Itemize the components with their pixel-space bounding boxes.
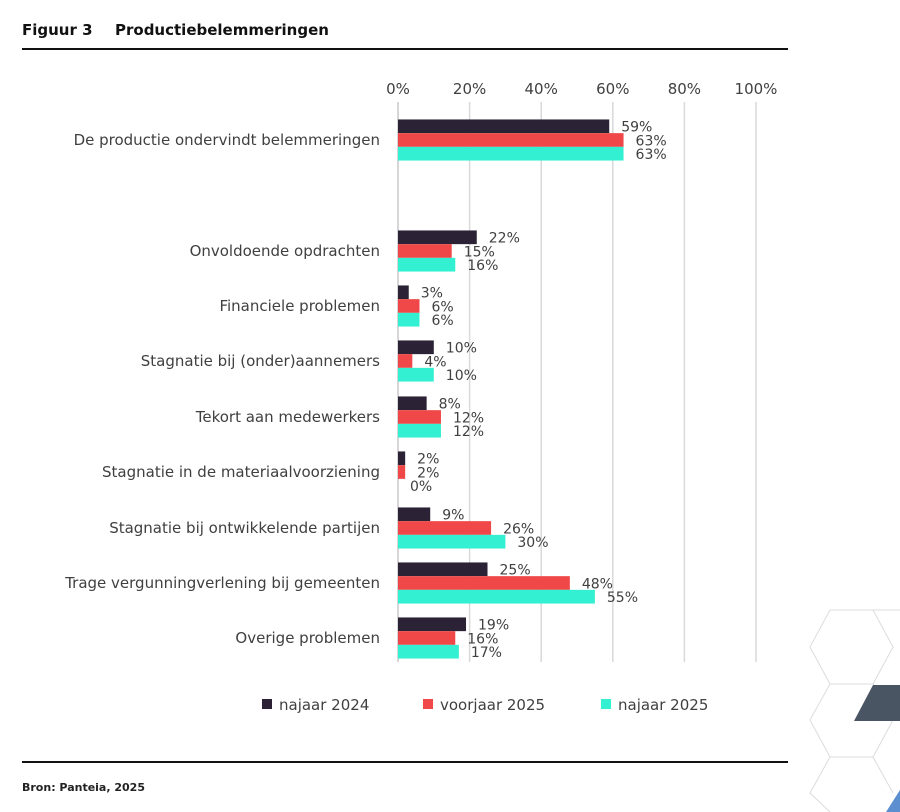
category-label: Stagnatie in de materiaalvoorziening [102, 463, 380, 481]
category-label: Stagnatie bij ontwikkelende partijen [109, 519, 380, 537]
bar [398, 534, 506, 549]
bar [398, 257, 456, 272]
data-label: 10% [446, 341, 477, 357]
bar [398, 146, 624, 161]
data-label: 16% [467, 258, 498, 274]
data-label: 55% [607, 590, 638, 606]
data-label: 17% [471, 645, 502, 661]
bar [398, 285, 409, 300]
data-label: 12% [453, 424, 484, 440]
data-label: 19% [478, 618, 509, 634]
category-label: De productie ondervindt belemmeringen [74, 131, 380, 149]
bar [398, 354, 413, 368]
bar [398, 617, 467, 632]
bar [398, 396, 427, 411]
bar [398, 507, 431, 522]
x-tick-label: 20% [453, 80, 486, 98]
figure-number: Figuur 3 [22, 21, 93, 39]
data-label: 63% [636, 147, 667, 163]
data-label: 30% [517, 535, 548, 551]
data-label: 25% [500, 563, 531, 579]
legend-swatch [601, 699, 611, 709]
bar [398, 631, 456, 645]
x-tick-label: 80% [668, 80, 701, 98]
data-label: 22% [489, 231, 520, 247]
data-label: 16% [467, 631, 498, 647]
legend-swatch [423, 699, 433, 709]
bar [398, 451, 406, 466]
data-label: 59% [621, 120, 652, 136]
bottom-rule [22, 761, 788, 763]
data-label: 9% [442, 508, 464, 524]
bar [398, 230, 477, 245]
figure-title: Productiebelemmeringen [115, 21, 329, 39]
legend-swatch [262, 699, 272, 709]
data-label: 26% [503, 521, 534, 537]
bar [398, 244, 452, 258]
bar [398, 133, 624, 147]
data-label: 2% [417, 465, 439, 481]
data-label: 0% [410, 479, 432, 495]
legend-label: voorjaar 2025 [440, 696, 545, 714]
bar [398, 521, 492, 535]
category-label: Trage vergunningverlening bij gemeenten [64, 574, 380, 592]
bar [398, 119, 610, 134]
bar [398, 367, 434, 382]
data-label: 12% [453, 410, 484, 426]
bar [398, 423, 441, 438]
x-tick-label: 40% [525, 80, 558, 98]
category-label: Onvoldoende opdrachten [190, 242, 380, 260]
bar [398, 299, 420, 313]
bar [398, 562, 488, 577]
x-tick-label: 0% [386, 80, 410, 98]
category-label: Financiele problemen [219, 297, 380, 315]
bar [398, 576, 570, 590]
bar [398, 410, 441, 424]
legend-label: najaar 2024 [279, 696, 369, 714]
category-label: Tekort aan medewerkers [195, 408, 380, 426]
data-label: 48% [582, 576, 613, 592]
data-label: 4% [424, 354, 446, 370]
bar [398, 644, 459, 659]
data-label: 6% [431, 299, 453, 315]
data-label: 15% [464, 244, 495, 260]
data-label: 6% [431, 313, 453, 329]
bar [398, 312, 420, 327]
x-tick-label: 60% [596, 80, 629, 98]
category-label: Overige problemen [235, 629, 380, 647]
data-label: 10% [446, 368, 477, 384]
bar [398, 340, 434, 355]
x-tick-label: 100% [735, 80, 778, 98]
data-label: 8% [439, 397, 461, 413]
bar [398, 589, 595, 604]
source-note: Bron: Panteia, 2025 [22, 781, 145, 794]
category-label: Stagnatie bij (onder)aannemers [141, 352, 380, 370]
data-label: 3% [421, 286, 443, 302]
top-rule [22, 48, 788, 50]
bar [398, 465, 406, 479]
legend-label: najaar 2025 [618, 696, 708, 714]
data-label: 2% [417, 452, 439, 468]
data-label: 63% [636, 133, 667, 149]
